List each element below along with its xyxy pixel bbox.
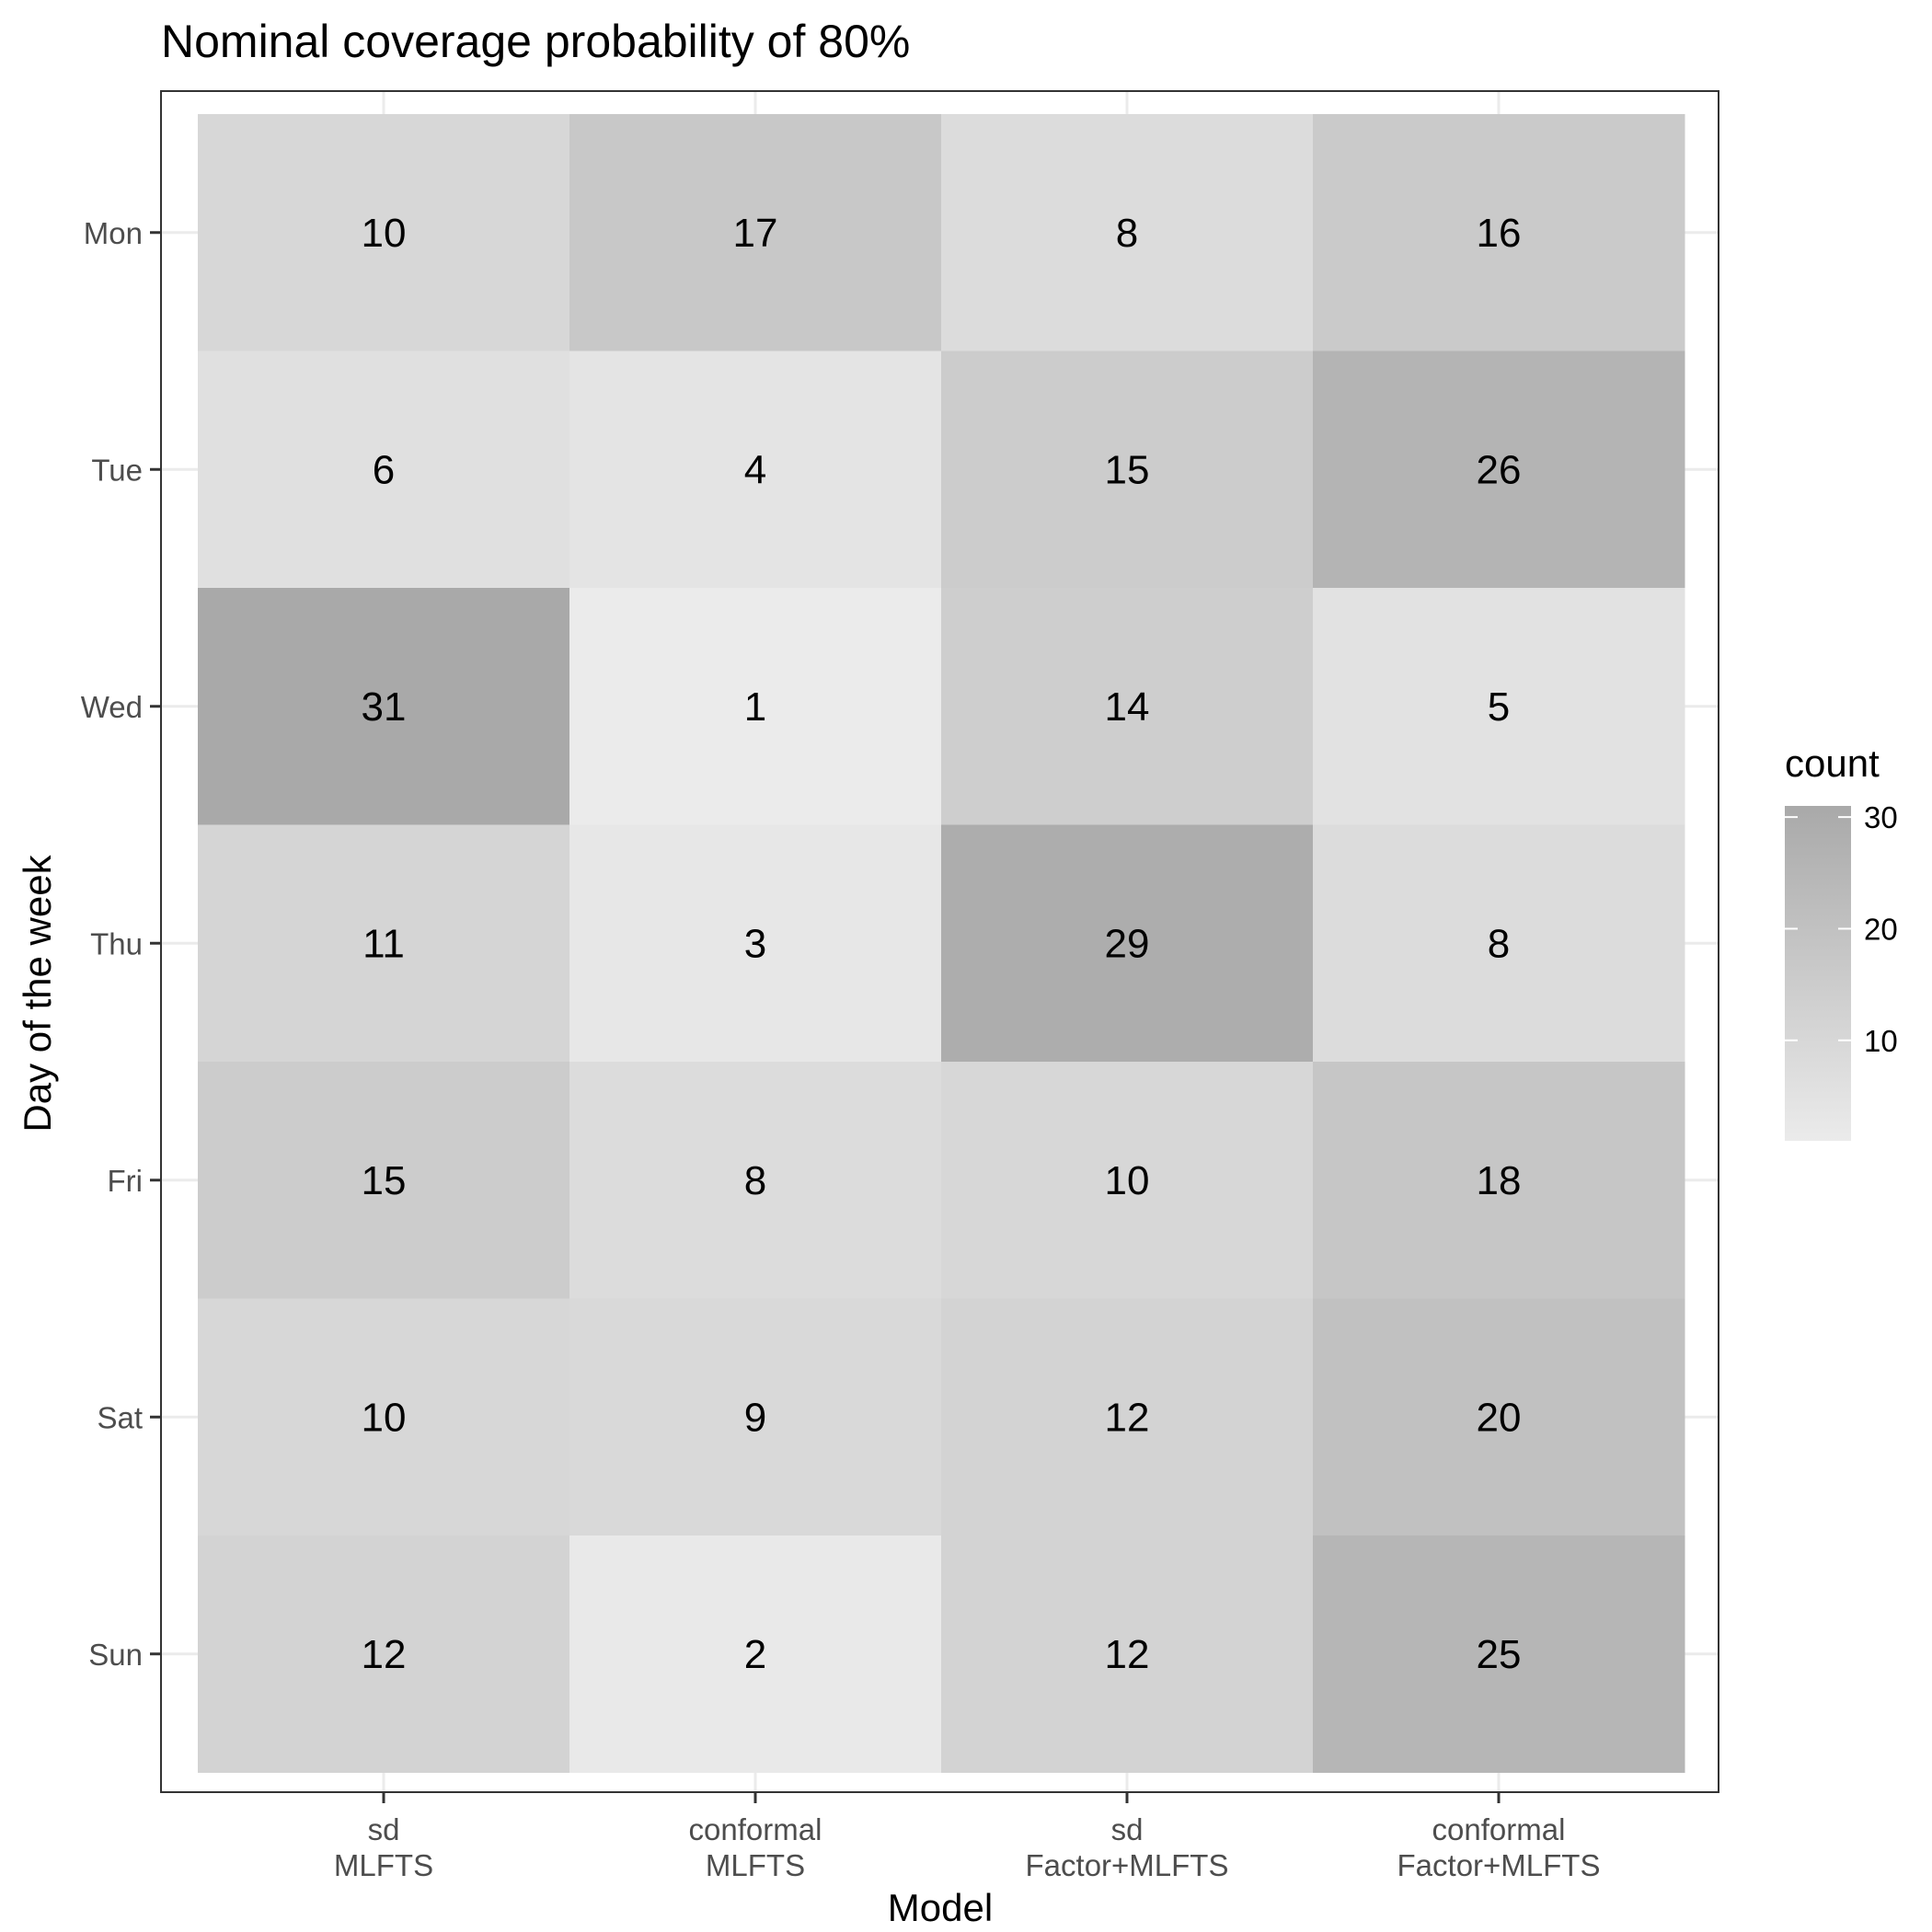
cell-value-label: 11 bbox=[362, 921, 405, 966]
y-tick-label: Wed bbox=[81, 690, 143, 724]
legend-title: count bbox=[1785, 742, 1880, 785]
heatmap-cell bbox=[569, 588, 942, 825]
heatmap-cell bbox=[941, 114, 1314, 351]
cell-value-label: 1 bbox=[744, 684, 766, 730]
heatmap-cell bbox=[569, 114, 942, 351]
cell-value-label: 3 bbox=[744, 921, 766, 966]
cell-value-label: 15 bbox=[362, 1158, 407, 1203]
heatmap-cell bbox=[569, 824, 942, 1063]
chart-title: Nominal coverage probability of 80% bbox=[161, 16, 910, 67]
heatmap-cell bbox=[569, 1062, 942, 1299]
heatmap-cell bbox=[941, 1535, 1314, 1773]
heatmap-cell bbox=[198, 1535, 570, 1773]
x-tick-label: sd Factor+MLFTS bbox=[1026, 1812, 1229, 1882]
legend-tick-label: 10 bbox=[1864, 1024, 1898, 1058]
heatmap-cell bbox=[941, 824, 1314, 1063]
legend-color-bar bbox=[1785, 806, 1851, 1141]
x-axis-title: Model bbox=[888, 1886, 993, 1929]
legend: count 10 20 30 bbox=[1785, 742, 1898, 1141]
heatmap-cell bbox=[1313, 588, 1685, 825]
heatmap-cell bbox=[941, 588, 1314, 825]
cell-value-label: 10 bbox=[362, 1395, 407, 1440]
cell-value-label: 9 bbox=[744, 1395, 766, 1440]
cell-value-label: 14 bbox=[1105, 684, 1150, 730]
x-tick-label: sd MLFTS bbox=[334, 1812, 433, 1882]
y-tick-label: Sat bbox=[97, 1400, 143, 1434]
legend-tick-label: 30 bbox=[1864, 800, 1898, 834]
heatmap-cell bbox=[198, 1298, 570, 1536]
heatmap-cell bbox=[1313, 824, 1685, 1063]
heatmap-cell bbox=[198, 351, 570, 589]
y-tick-label: Mon bbox=[84, 216, 143, 250]
cell-value-label: 29 bbox=[1105, 921, 1150, 966]
heatmap-cell bbox=[941, 1062, 1314, 1299]
cell-value-label: 15 bbox=[1105, 447, 1150, 492]
cell-value-label: 12 bbox=[1105, 1632, 1150, 1677]
heatmap-cell bbox=[198, 824, 570, 1063]
y-axis: Mon Tue Wed Thu Fri Sat Sun bbox=[81, 216, 161, 1672]
y-axis-title: Day of the week bbox=[16, 854, 59, 1132]
heatmap-cell bbox=[569, 1535, 942, 1773]
cell-value-label: 31 bbox=[362, 684, 407, 730]
cell-value-label: 10 bbox=[362, 211, 407, 256]
cell-value-label: 12 bbox=[362, 1632, 407, 1677]
legend-ticks: 10 20 30 bbox=[1785, 800, 1898, 1058]
panel-border bbox=[160, 90, 1719, 1793]
cell-value-label: 2 bbox=[744, 1632, 766, 1677]
heatmap-cell bbox=[1313, 1298, 1685, 1536]
x-tick-label: conformal Factor+MLFTS bbox=[1397, 1812, 1601, 1882]
y-tick-label: Fri bbox=[108, 1164, 143, 1198]
x-axis: sd MLFTS conformal MLFTS sd Factor+MLFTS confo… bbox=[334, 1792, 1601, 1882]
heatmap-cell bbox=[1313, 114, 1685, 351]
cell-value-label: 18 bbox=[1477, 1158, 1522, 1203]
cell-value-label: 6 bbox=[373, 447, 395, 492]
heatmap-cell bbox=[941, 351, 1314, 589]
cell-labels: 10 17 8 16 6 4 15 26 31 1 14 5 11 3 29 8 15 8 10 18 10 9 12 20 1… bbox=[362, 211, 1522, 1677]
x-tick-label: conformal MLFTS bbox=[689, 1812, 822, 1882]
y-tick-label: Sun bbox=[88, 1638, 143, 1672]
cell-value-label: 8 bbox=[1488, 921, 1510, 966]
heatmap-cell bbox=[569, 351, 942, 589]
y-tick-label: Tue bbox=[91, 453, 143, 487]
heatmap-cells bbox=[198, 114, 1685, 1773]
heatmap-cell bbox=[569, 1298, 942, 1536]
legend-tick-label: 20 bbox=[1864, 912, 1898, 946]
cell-value-label: 4 bbox=[744, 447, 766, 492]
cell-value-label: 17 bbox=[733, 211, 778, 256]
cell-value-label: 16 bbox=[1477, 211, 1522, 256]
cell-value-label: 12 bbox=[1105, 1395, 1150, 1440]
cell-value-label: 5 bbox=[1488, 684, 1510, 730]
cell-value-label: 8 bbox=[1116, 211, 1138, 256]
heatmap-cell bbox=[1313, 1535, 1685, 1773]
cell-value-label: 26 bbox=[1477, 447, 1522, 492]
heatmap-cell bbox=[941, 1298, 1314, 1536]
heatmap-cell bbox=[198, 588, 570, 825]
y-tick-label: Thu bbox=[90, 926, 143, 960]
heatmap-cell bbox=[1313, 351, 1685, 589]
heatmap-cell bbox=[198, 114, 570, 351]
heatmap-cell bbox=[1313, 1062, 1685, 1299]
cell-value-label: 10 bbox=[1105, 1158, 1150, 1203]
heatmap-cell bbox=[198, 1062, 570, 1299]
cell-value-label: 20 bbox=[1477, 1395, 1522, 1440]
cell-value-label: 8 bbox=[744, 1158, 766, 1203]
cell-value-label: 25 bbox=[1477, 1632, 1522, 1677]
